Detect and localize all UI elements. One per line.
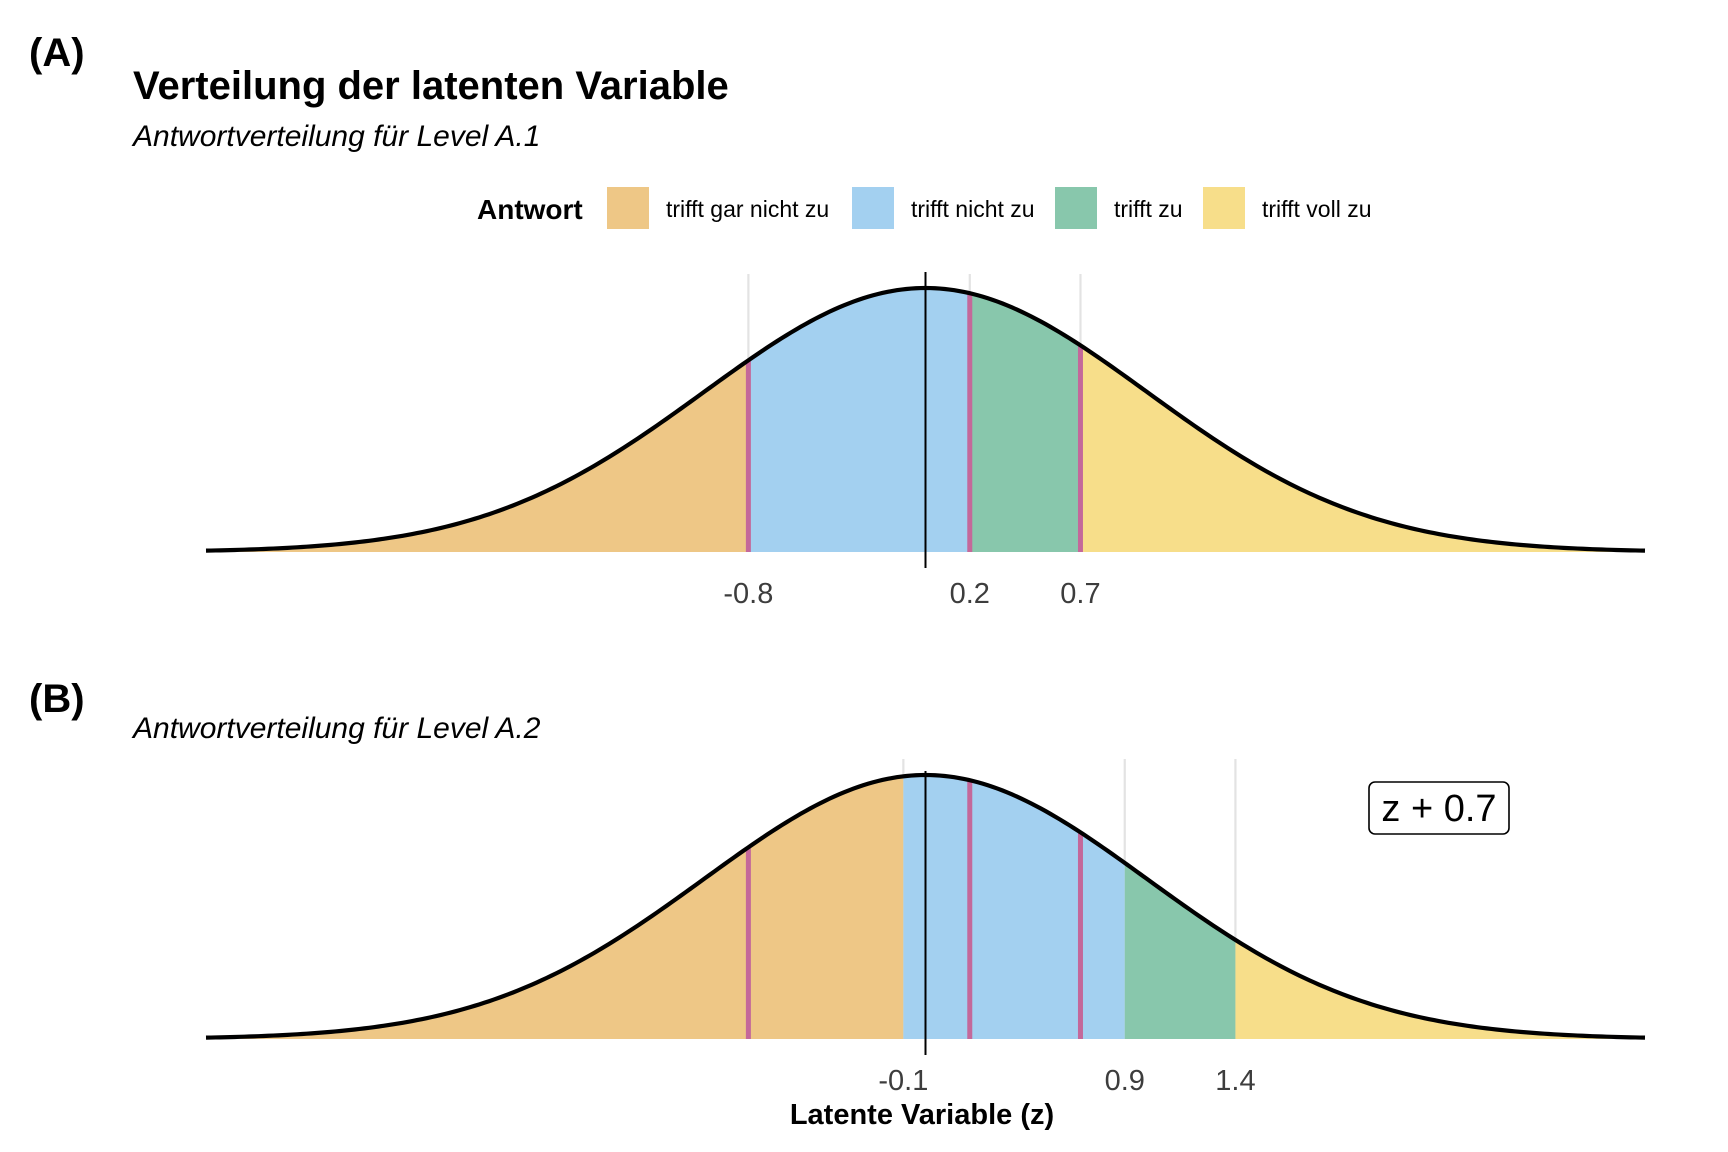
legend-key — [607, 187, 649, 229]
legend-key — [1203, 187, 1245, 229]
region-trifft-voll-zu — [1235, 939, 1645, 1039]
panel-subtitle: Antwortverteilung für Level A.1 — [131, 120, 540, 153]
x-axis-title: Latente Variable (z) — [790, 1099, 1054, 1131]
region-trifft-zu — [1124, 862, 1236, 1039]
panel-tag: (B) — [29, 677, 85, 721]
panel-a: (A) Antwortverteilung für Level A.1 -0.8 0.… — [29, 31, 1646, 610]
annotation-label: z + 0.7 — [1381, 788, 1496, 830]
x-tick-label: 0.7 — [1060, 578, 1100, 610]
panel-subtitle: Antwortverteilung für Level A.2 — [131, 712, 541, 745]
x-tick-label: 0.2 — [950, 578, 990, 610]
region-trifft-nicht-zu — [903, 775, 1125, 1039]
legend-key — [1055, 187, 1097, 229]
panel-tag: (A) — [29, 31, 85, 75]
legend-title: Antwort — [477, 194, 583, 225]
density-curve — [205, 285, 1646, 553]
region-trifft-gar-nicht-zu — [206, 360, 749, 552]
legend: Antwort trifft gar nicht zu trifft nicht z… — [477, 187, 1372, 229]
legend-label: trifft zu — [1114, 196, 1183, 222]
x-tick-label: 0.9 — [1105, 1065, 1145, 1097]
density-curve — [205, 772, 1646, 1040]
x-tick-label: -0.8 — [723, 578, 773, 610]
panel-b: (B) Antwortverteilung für Level A.2 -0.1 0.… — [29, 677, 1646, 1097]
region-trifft-gar-nicht-zu — [206, 776, 904, 1039]
panels-layer: (A) Antwortverteilung für Level A.1 -0.8 0.… — [29, 31, 1646, 1097]
chart-title: Verteilung der latenten Variable — [133, 64, 729, 108]
chart-header: Verteilung der latenten Variable — [133, 64, 729, 108]
region-trifft-zu — [969, 293, 1081, 552]
region-trifft-voll-zu — [1080, 345, 1645, 552]
x-tick-label: 1.4 — [1215, 1065, 1255, 1097]
legend-label: trifft nicht zu — [911, 196, 1035, 222]
legend-key — [852, 187, 894, 229]
legend-label: trifft voll zu — [1262, 196, 1372, 222]
region-trifft-nicht-zu — [748, 288, 970, 552]
x-tick-label: -0.1 — [878, 1065, 928, 1097]
legend-label: trifft gar nicht zu — [666, 196, 829, 222]
annotation-box — [1368, 781, 1510, 835]
